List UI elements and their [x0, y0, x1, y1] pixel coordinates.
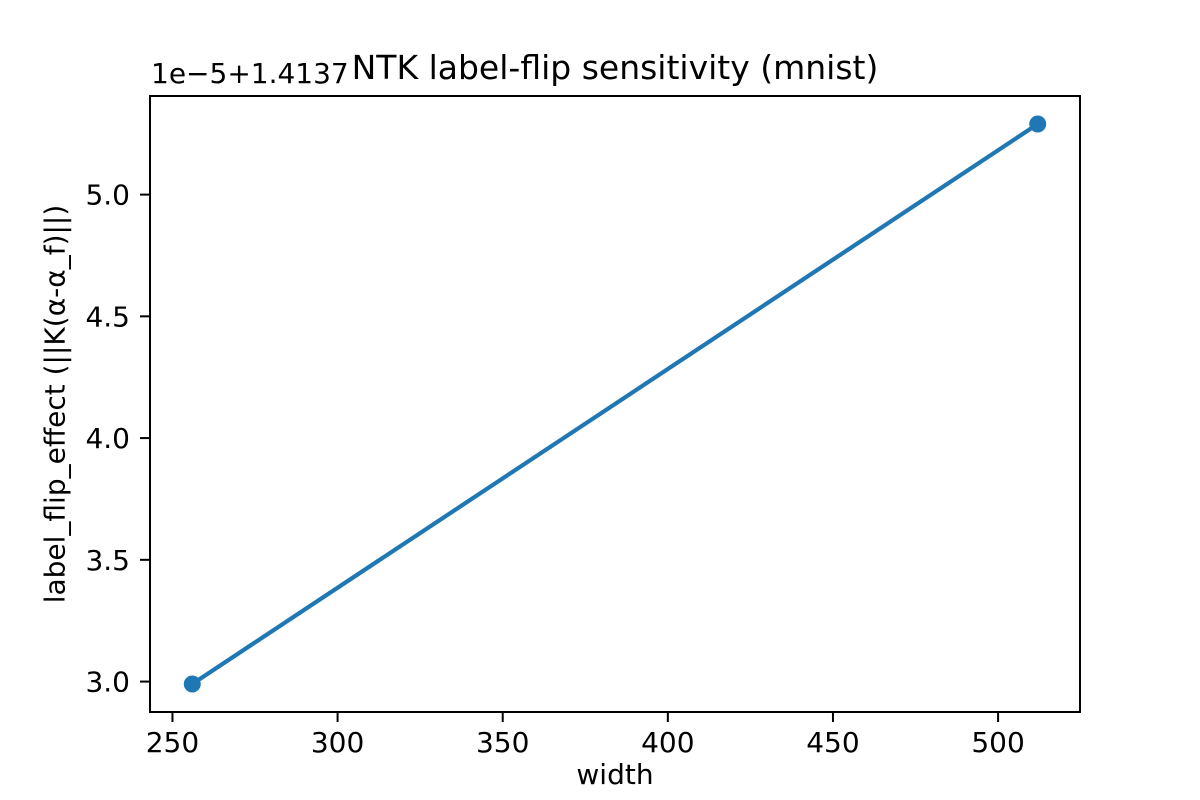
- y-axis-offset-text: 1e−5+1.4137: [151, 57, 349, 90]
- y-tick-label: 5.0: [85, 179, 130, 212]
- x-tick-label: 250: [146, 726, 199, 759]
- line-series: [190, 121, 1040, 687]
- y-tick-label: 3.0: [85, 666, 130, 699]
- y-tick-label: 4.0: [85, 422, 130, 455]
- x-tick-label: 350: [476, 726, 529, 759]
- chart-title: NTK label-flip sensitivity (mnist): [351, 48, 879, 87]
- x-tick-label: 300: [311, 726, 364, 759]
- y-tick-label: 4.5: [85, 300, 130, 333]
- x-axis-label: width: [576, 758, 654, 791]
- x-tick-label: 500: [971, 726, 1024, 759]
- data-point-marker: [183, 675, 201, 693]
- data-point-marker: [1029, 115, 1047, 133]
- y-tick-label: 3.5: [85, 544, 130, 577]
- x-tick-label: 450: [806, 726, 859, 759]
- x-tick-label: 400: [641, 726, 694, 759]
- y-axis-label: label_flip_effect (||K(α-α_f)||): [38, 204, 72, 604]
